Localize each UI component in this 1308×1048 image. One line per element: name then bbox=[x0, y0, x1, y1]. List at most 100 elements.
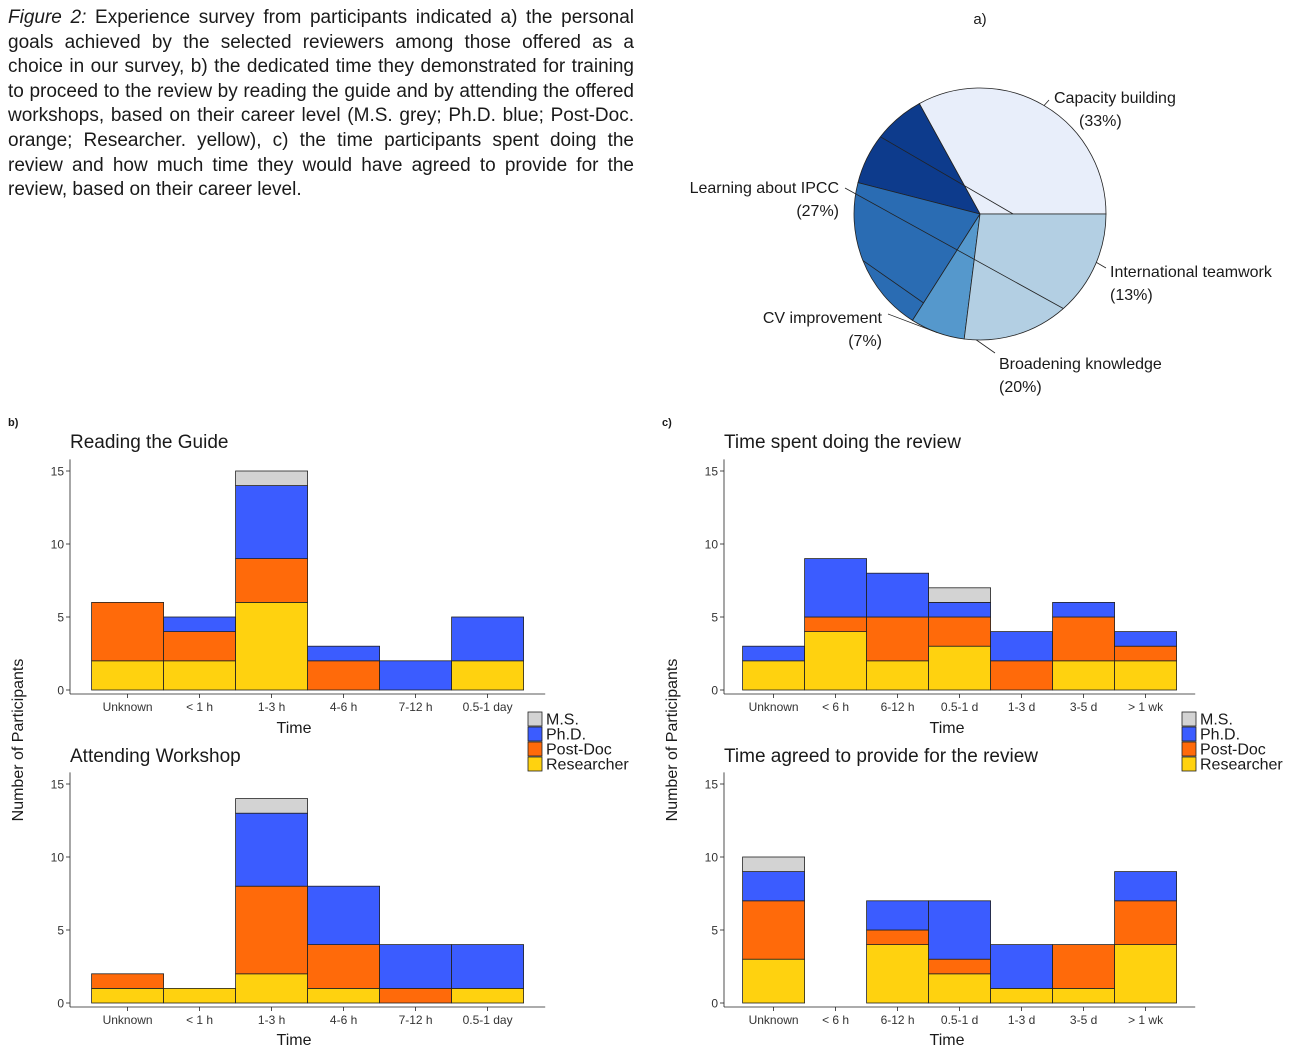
bar-segment-post-doc-unknown bbox=[91, 602, 164, 662]
bar-segment-m-s-unknown bbox=[742, 856, 805, 873]
x-tick-label-1-3-d: 1-3 d bbox=[1008, 700, 1035, 714]
bar-segment-post-doc-0-5-1-d bbox=[928, 616, 991, 647]
legend-swatch-m-s bbox=[527, 711, 543, 727]
x-tick-label-0-5-1-d: 0.5-1 d bbox=[941, 1013, 978, 1027]
legend-label-m-s: M.S. bbox=[1200, 712, 1233, 729]
x-tick-label-0-5-1-day: 0.5-1 day bbox=[463, 1013, 513, 1027]
y-tick-label: 0 bbox=[711, 997, 718, 1011]
bar-segment-post-doc-1-3-d bbox=[990, 660, 1053, 691]
legend-swatch-ph-d bbox=[1181, 726, 1197, 742]
x-tick-label-unknown: Unknown bbox=[103, 1013, 153, 1027]
x-tick-label-1-3-h: 1-3 h bbox=[258, 1013, 285, 1027]
x-tick-label-3-5-d: 3-5 d bbox=[1070, 1013, 1097, 1027]
x-tick-label-0-5-1-day: 0.5-1 day bbox=[463, 700, 513, 714]
caption-lead: Figure 2: bbox=[8, 7, 87, 28]
y-tick-label: 15 bbox=[705, 465, 719, 479]
x-tick-label-1-3-h: 1-3 h bbox=[258, 700, 285, 714]
y-tick-label: 10 bbox=[51, 538, 65, 552]
y-tick-label: 15 bbox=[705, 778, 719, 792]
ylabel-c: Number of Participants bbox=[664, 659, 681, 822]
panel-label-b: b) bbox=[8, 417, 19, 429]
bar-segment-researcher-1-wk bbox=[1114, 944, 1177, 1004]
bar-segment-m-s-1-3-h bbox=[235, 798, 309, 814]
bar-segment-m-s-1-3-h bbox=[235, 470, 309, 487]
x-tick-label-6-h: < 6 h bbox=[822, 1013, 849, 1027]
bar-segment-researcher-0-5-1-d bbox=[928, 973, 991, 1004]
legend-swatch-m-s bbox=[1181, 711, 1197, 727]
pie-label-broadening-knowledge: Broadening knowledge bbox=[999, 356, 1162, 373]
x-tick-label-6-12-h: 6-12 h bbox=[881, 1013, 915, 1027]
bar-segment-ph-d-1-3-d bbox=[990, 944, 1053, 989]
pie-pct-cv-improvement: (7%) bbox=[848, 333, 882, 350]
y-tick-label: 0 bbox=[711, 684, 718, 698]
pie-leader-line bbox=[844, 187, 1064, 309]
pie-label-international-teamwork: International teamwork bbox=[1110, 264, 1273, 281]
bar-segment-ph-d-1-3-h bbox=[235, 812, 309, 887]
legend-label-post-doc: Post-Doc bbox=[1200, 742, 1266, 759]
bar-chart-time-agreed: 0 5 10 15 Unknown < 6 h 6-12 h 0.5-1 d 1-3 d 3-5 … bbox=[705, 772, 1196, 1027]
chart-title-time-spent: Time spent doing the review bbox=[724, 432, 961, 453]
y-tick-label: 5 bbox=[57, 924, 64, 938]
legend-label-researcher: Researcher bbox=[546, 757, 629, 774]
bar-segment-ph-d-7-12-h bbox=[379, 944, 453, 989]
xlabel-time-agreed: Time bbox=[930, 1032, 965, 1048]
bar-segment-post-doc-4-6-h bbox=[307, 660, 381, 691]
bar-segment-ph-d-7-12-h bbox=[379, 660, 453, 691]
xlabel-reading-guide: Time bbox=[277, 720, 312, 737]
bar-segment-researcher-6-12-h bbox=[866, 944, 929, 1004]
bar-segment-researcher-1-wk bbox=[1114, 660, 1177, 691]
bar-segment-post-doc-7-12-h bbox=[379, 988, 453, 1004]
y-tick-label: 5 bbox=[57, 611, 64, 625]
legend-swatch-ph-d bbox=[527, 726, 543, 742]
x-tick-label-7-12-h: 7-12 h bbox=[399, 700, 433, 714]
pie-pct-broadening-knowledge: (20%) bbox=[999, 379, 1042, 396]
xlabel-time-spent: Time bbox=[930, 720, 965, 737]
bar-segment-post-doc-6-12-h bbox=[866, 616, 929, 662]
bar-segment-ph-d-1-3-h bbox=[235, 485, 309, 560]
x-tick-label-1-wk: > 1 wk bbox=[1128, 1013, 1164, 1027]
pie-label-learning-about-ipcc: Learning about IPCC bbox=[690, 180, 839, 197]
bar-segment-ph-d-3-5-d bbox=[1052, 602, 1115, 618]
chart-title-attending-workshop: Attending Workshop bbox=[70, 746, 241, 767]
bar-segment-researcher-1-h bbox=[163, 988, 237, 1004]
y-tick-label: 15 bbox=[51, 465, 65, 479]
bar-segment-post-doc-1-3-h bbox=[235, 885, 309, 975]
legend-label-ph-d: Ph.D. bbox=[546, 727, 586, 744]
bar-segment-researcher-4-6-h bbox=[307, 988, 381, 1004]
pie-label-capacity-building: Capacity building bbox=[1054, 90, 1176, 107]
y-tick-label: 0 bbox=[57, 684, 64, 698]
bar-segment-researcher-0-5-1-d bbox=[928, 645, 991, 691]
bar-segment-researcher-1-h bbox=[163, 660, 237, 691]
pie-slice-capacity-building bbox=[918, 87, 1107, 215]
bar-segment-researcher-unknown bbox=[742, 958, 805, 1004]
panel-label-a: a) bbox=[973, 11, 986, 28]
pie-label-cv-improvement: CV improvement bbox=[763, 310, 883, 327]
bar-segment-researcher-0-5-1-day bbox=[451, 660, 525, 691]
panel-label-c: c) bbox=[662, 417, 672, 429]
bar-segment-ph-d-6-12-h bbox=[866, 900, 929, 931]
bar-segment-researcher-unknown bbox=[91, 660, 164, 691]
bar-segment-researcher-1-3-h bbox=[235, 602, 309, 691]
bar-segment-researcher-6-h bbox=[804, 631, 867, 691]
bar-segment-researcher-3-5-d bbox=[1052, 660, 1115, 691]
caption-text: Experience survey from participants indi… bbox=[8, 7, 635, 201]
y-tick-label: 15 bbox=[51, 778, 65, 792]
x-tick-label-3-5-d: 3-5 d bbox=[1070, 700, 1097, 714]
chart-title-reading-guide: Reading the Guide bbox=[70, 432, 228, 453]
bar-segment-researcher-1-3-d bbox=[990, 988, 1053, 1004]
bar-segment-researcher-0-5-1-day bbox=[451, 988, 525, 1004]
bar-segment-post-doc-1-3-h bbox=[235, 558, 309, 603]
bar-segment-ph-d-0-5-1-d bbox=[928, 602, 991, 618]
bar-segment-researcher-3-5-d bbox=[1052, 988, 1115, 1004]
bar-segment-post-doc-unknown bbox=[91, 973, 164, 989]
bar-chart-time-spent: 0 5 10 15 Unknown < 6 h 6-12 h 0.5-1 d 1-3 d 3-5 … bbox=[705, 459, 1196, 714]
legend-swatch-researcher bbox=[1181, 756, 1197, 772]
bar-segment-ph-d-4-6-h bbox=[307, 645, 381, 662]
bar-segment-ph-d-0-5-1-day bbox=[451, 616, 525, 662]
pie-pct-international-teamwork: (13%) bbox=[1110, 287, 1153, 304]
bar-segment-post-doc-6-12-h bbox=[866, 929, 929, 946]
x-tick-label-1-h: < 1 h bbox=[186, 1013, 213, 1027]
bar-segment-ph-d-0-5-1-d bbox=[928, 900, 991, 960]
